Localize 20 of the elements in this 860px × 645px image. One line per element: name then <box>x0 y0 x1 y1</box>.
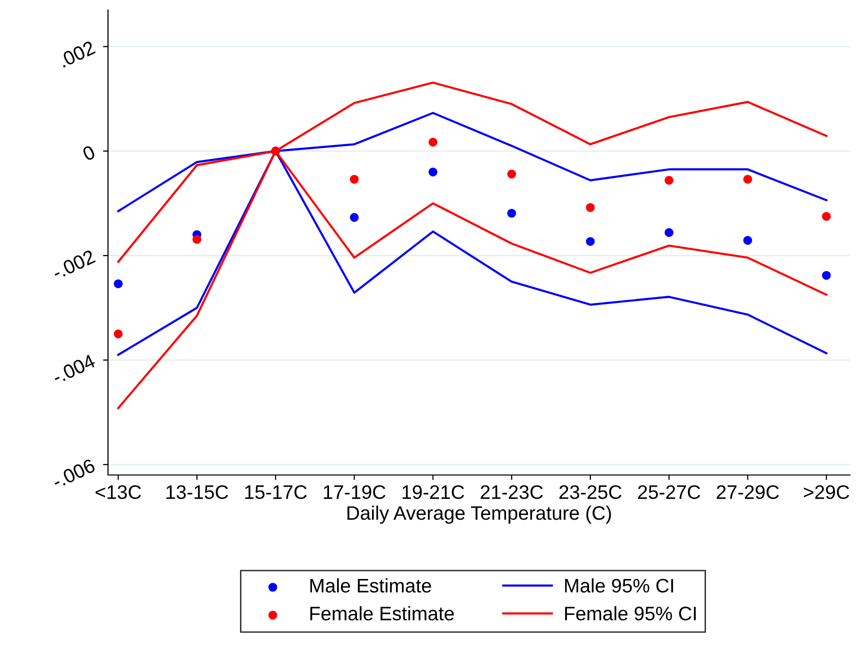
x-tick-label: 27-29C <box>716 485 779 500</box>
x-tick-label: <13C <box>96 485 141 500</box>
x-tick-label: >29C <box>804 485 850 500</box>
x-tick-label: 25-27C <box>638 485 700 500</box>
y-tick-label: .002 <box>58 40 96 68</box>
legend-label: Female Estimate <box>310 606 454 620</box>
x-tick-label: 23-25C <box>559 485 622 500</box>
x-tick-label: 19-21C <box>402 485 464 500</box>
x-tick-label: 17-19C <box>324 485 386 500</box>
legend-label: Male 95% CI <box>565 578 674 593</box>
legend-label: Male Estimate <box>310 578 432 593</box>
y-tick-label: -.002 <box>51 249 96 280</box>
legend-label: Female 95% CI <box>565 606 696 620</box>
y-tick-label: -.006 <box>51 458 96 489</box>
y-tick-label: 0 <box>82 144 96 162</box>
x-axis-title: Daily Average Temperature (C) <box>347 506 611 524</box>
x-tick-label: 15-17C <box>245 485 307 500</box>
y-tick-label: -.004 <box>51 354 96 384</box>
x-tick-label: 21-23C <box>480 485 543 500</box>
x-tick-label: 13-15C <box>166 485 228 500</box>
